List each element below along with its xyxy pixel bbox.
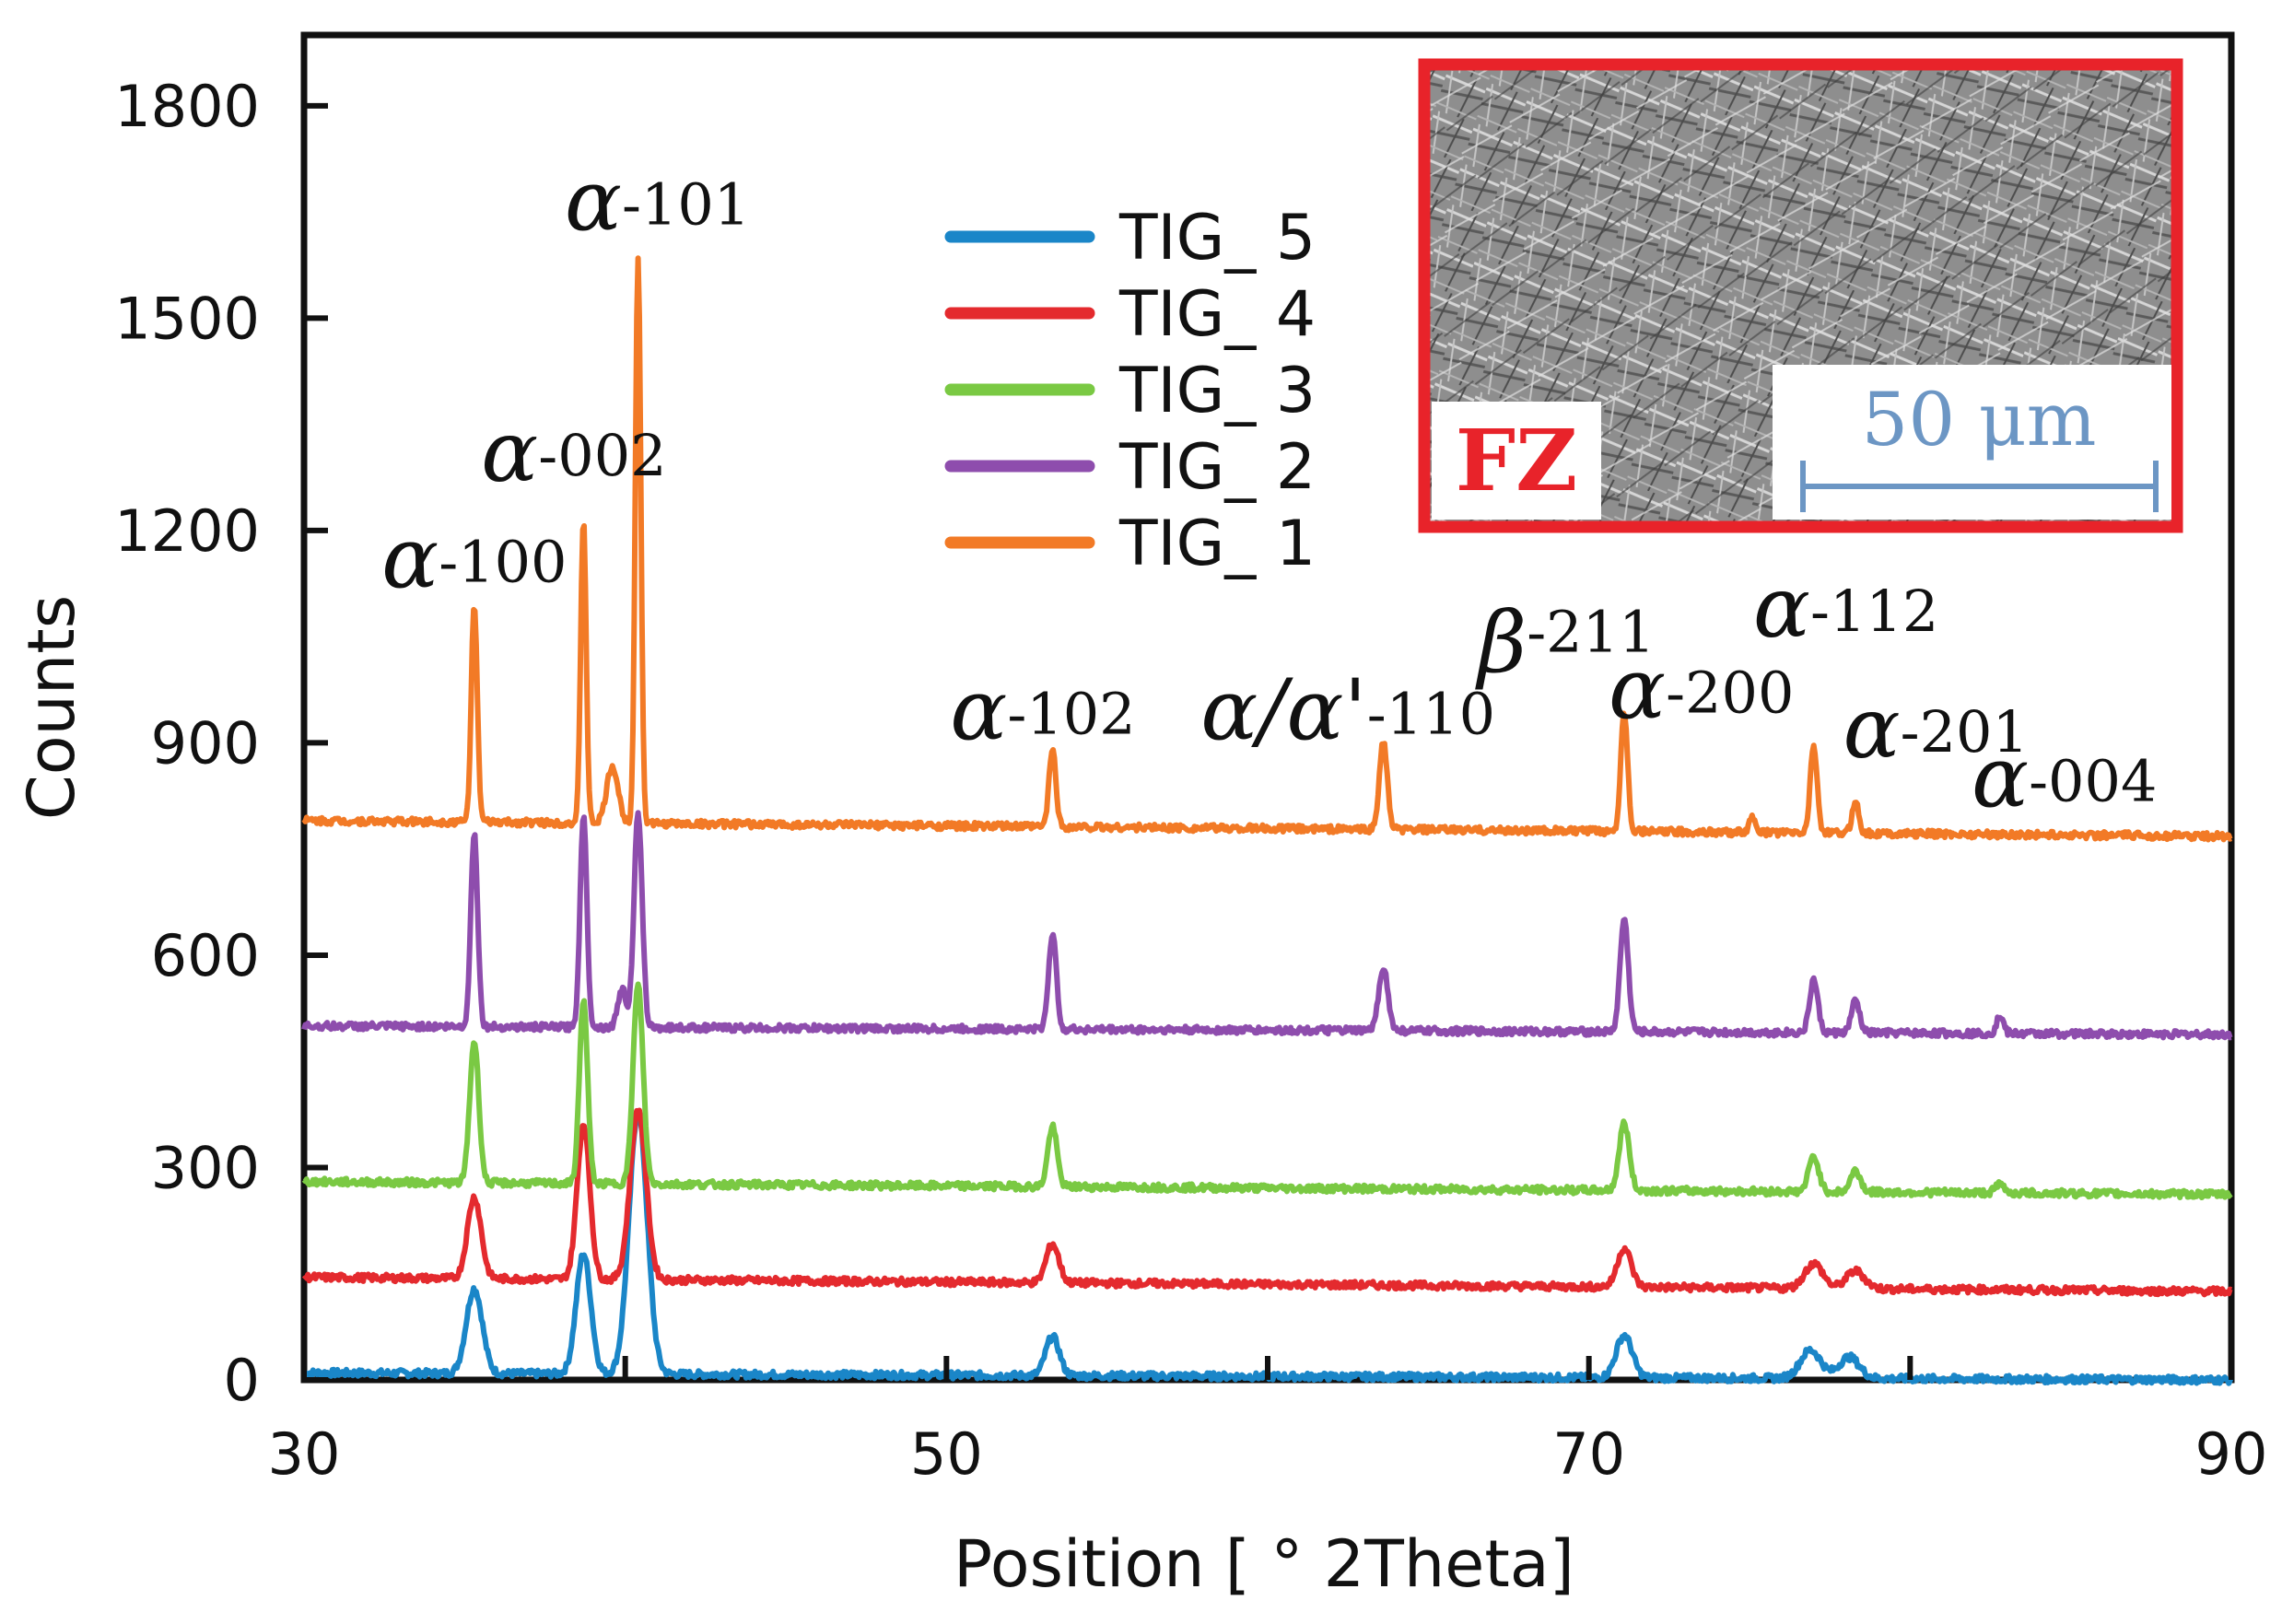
peak-index: -004 [2029, 748, 2157, 815]
peak-phase: α [1843, 679, 1901, 777]
peak-label: α-112 [1753, 558, 1938, 657]
peak-index: -112 [1810, 578, 1938, 645]
peak-phase: α/α' [1200, 661, 1367, 760]
y-tick-label: 0 [224, 1347, 260, 1414]
y-tick-label: 600 [151, 922, 260, 989]
peak-phase: α [1972, 729, 2029, 827]
peak-index: -002 [538, 422, 666, 489]
x-tick-label: 50 [910, 1420, 983, 1488]
series-line [301, 810, 2233, 1041]
peak-label: β-211 [1475, 594, 1655, 693]
fz-label-box [1432, 402, 1601, 520]
fz-label: FZ [1456, 411, 1577, 510]
inset-border [1418, 58, 2183, 533]
x-tick-label: 70 [1552, 1420, 1625, 1488]
series-line [301, 981, 2233, 1200]
peak-label: α-101 [565, 151, 750, 250]
peak-index: -110 [1367, 681, 1495, 748]
peak-label: α-004 [1972, 729, 2157, 827]
peak-index: -100 [439, 528, 567, 595]
peak-index: -101 [622, 170, 750, 238]
legend-label: TIG_ 4 [1118, 278, 1316, 351]
peak-label: α-100 [381, 508, 567, 607]
series-line [301, 1107, 2233, 1298]
scale-bar-label: 50 μm [1861, 377, 2096, 462]
peak-label: α-201 [1843, 679, 2029, 777]
peak-phase: α [1753, 558, 1810, 657]
x-axis: 30 50 70 90 [268, 1356, 2268, 1488]
y-axis: 0 300 600 900 1200 1500 1800 [114, 73, 328, 1414]
peak-label: α-200 [1609, 640, 1794, 739]
series-line [301, 255, 2233, 843]
peak-phase: α [1609, 640, 1666, 739]
y-axis-title: Counts [14, 595, 89, 820]
peak-index: -102 [1007, 681, 1135, 748]
scale-bar-box [1773, 365, 2171, 520]
peak-index: -211 [1527, 599, 1655, 666]
peak-phase: α [950, 661, 1007, 760]
peak-phase: α [565, 151, 622, 250]
peak-label: α-002 [481, 403, 666, 501]
peak-phase: α [381, 508, 439, 607]
legend-label: TIG_ 1 [1118, 508, 1316, 580]
y-tick-label: 900 [151, 709, 260, 777]
x-tick-label: 30 [268, 1420, 341, 1488]
y-tick-label: 1500 [114, 285, 260, 352]
legend-label: TIG_ 2 [1118, 431, 1316, 504]
y-tick-label: 1800 [114, 73, 260, 140]
peak-label: α-102 [950, 661, 1135, 760]
x-axis-title: Position [ ° 2Theta] [954, 1526, 1574, 1602]
microstructure-inset: FZ 50 μm [1418, 58, 2183, 533]
peak-phase: β [1475, 594, 1527, 693]
x-tick-label: 90 [2195, 1420, 2268, 1488]
y-tick-label: 300 [151, 1134, 260, 1201]
legend-label: TIG_ 5 [1118, 202, 1316, 275]
peak-label: α/α'-110 [1200, 661, 1495, 760]
y-tick-label: 1200 [114, 497, 260, 565]
peak-index: -200 [1666, 660, 1794, 727]
peak-phase: α [481, 403, 538, 501]
legend-label: TIG_ 3 [1118, 355, 1316, 427]
peak-index: -201 [1901, 698, 2029, 765]
